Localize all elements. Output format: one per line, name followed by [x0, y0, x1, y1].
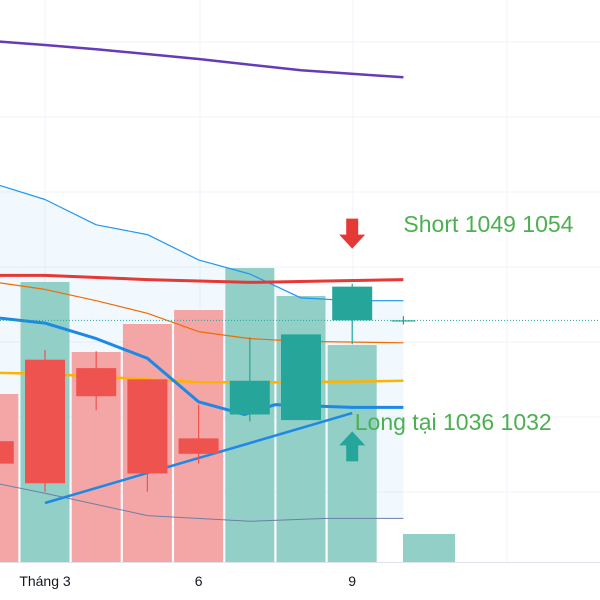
candle-body — [178, 438, 219, 454]
annotation-label: Short 1049 1054 — [403, 211, 573, 237]
candle-body — [0, 441, 14, 464]
indicator-line — [0, 371, 404, 384]
annotation-label: Long tại 1036 1032 — [355, 409, 552, 435]
candle[interactable] — [0, 431, 14, 470]
candle-body — [391, 320, 416, 322]
candle-body — [281, 334, 321, 421]
candles[interactable] — [0, 283, 416, 492]
candle[interactable] — [391, 316, 416, 325]
x-tick-label: 6 — [195, 573, 203, 589]
candle[interactable] — [281, 334, 321, 421]
signals — [339, 218, 366, 462]
candle[interactable] — [127, 379, 168, 492]
candle[interactable] — [25, 349, 65, 492]
candle-body — [229, 380, 270, 415]
candle[interactable] — [229, 337, 270, 422]
candle-body — [332, 286, 373, 321]
sell-signal-arrow — [339, 218, 366, 249]
candle[interactable] — [76, 351, 117, 411]
annotations: Short 1049 1054 Long tại 1036 1032 — [355, 211, 574, 435]
x-axis: Tháng 36914 — [0, 562, 600, 600]
candle[interactable] — [332, 283, 373, 345]
x-tick-label: 9 — [348, 573, 356, 589]
x-tick-label: Tháng 3 — [19, 573, 71, 589]
indicator-line — [0, 483, 404, 522]
indicator-lines — [0, 40, 600, 522]
indicator-line — [0, 40, 404, 79]
indicator-line — [0, 273, 404, 284]
candle-body — [127, 379, 168, 474]
x-axis-background — [0, 562, 600, 600]
candle-body — [76, 368, 117, 397]
buy-signal-arrow — [339, 431, 366, 462]
indicator-line — [0, 316, 404, 416]
volume-bar — [0, 394, 19, 562]
candle[interactable] — [178, 404, 219, 464]
candle-body — [25, 359, 65, 484]
volume-bar — [403, 534, 455, 562]
